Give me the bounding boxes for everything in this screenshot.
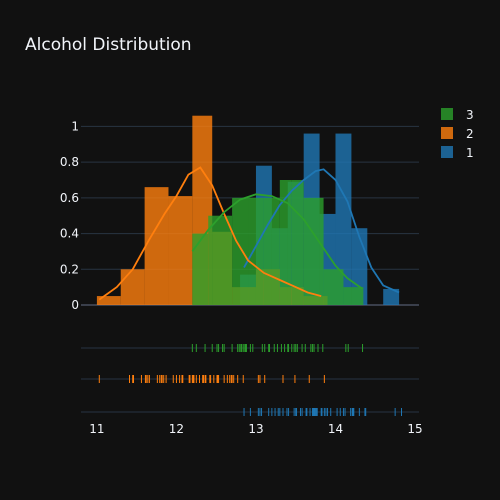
histogram-bar-series-3[interactable] <box>263 197 280 305</box>
histogram-bar-series-2[interactable] <box>168 196 193 305</box>
y-tick-labels: 0 0.2 0.4 0.6 0.8 1 <box>60 119 79 312</box>
kde-curve-series-1[interactable] <box>243 168 400 294</box>
histogram-bar-series-2[interactable] <box>120 269 145 305</box>
histogram-bar-series-3[interactable] <box>192 233 209 305</box>
legend-swatch-2[interactable] <box>441 127 453 139</box>
y-tick-label: 0.8 <box>60 155 79 169</box>
legend-swatch-1[interactable] <box>441 146 453 158</box>
histogram-bar-series-1[interactable] <box>335 133 352 305</box>
legend-label-1[interactable]: 1 <box>466 146 474 160</box>
y-tick-label: 0.2 <box>60 262 79 276</box>
chart-title: Alcohol Distribution <box>25 35 192 55</box>
legend-label-2[interactable]: 2 <box>466 127 474 141</box>
x-tick-label: 11 <box>89 422 104 436</box>
legend-label-3[interactable]: 3 <box>466 108 474 122</box>
histogram-bar-series-2[interactable] <box>144 187 169 305</box>
y-tick-label: 1 <box>71 119 79 133</box>
y-tick-label: 0.6 <box>60 191 79 205</box>
histogram-bar-series-3[interactable] <box>323 269 344 305</box>
histogram-bar-series-3[interactable] <box>303 197 324 305</box>
histogram-bar-series-3[interactable] <box>279 180 292 305</box>
legend-swatch-3[interactable] <box>441 108 453 120</box>
y-tick-label: 0.4 <box>60 227 79 241</box>
x-tick-label: 15 <box>407 422 422 436</box>
histogram-bars[interactable] <box>96 115 400 305</box>
kde-curve-series-3[interactable] <box>191 193 364 290</box>
histogram-bar-series-3[interactable] <box>291 180 304 305</box>
rug-plots[interactable] <box>98 344 403 416</box>
x-tick-label: 12 <box>169 422 184 436</box>
histogram-bar-series-3[interactable] <box>208 215 233 305</box>
y-tick-label: 0 <box>71 298 79 312</box>
kde-curves[interactable] <box>98 166 400 301</box>
kde-curve-series-2[interactable] <box>98 166 322 301</box>
x-tick-label: 13 <box>248 422 263 436</box>
histogram-bar-series-3[interactable] <box>232 197 249 305</box>
x-tick-labels: 11 12 13 14 15 <box>89 422 422 436</box>
histogram-bar-series-3[interactable] <box>343 287 364 305</box>
histogram-bar-series-3[interactable] <box>248 197 264 305</box>
histogram-bar-series-1[interactable] <box>383 288 400 305</box>
x-tick-label: 14 <box>328 422 343 436</box>
legend[interactable]: 3 2 1 <box>441 108 474 160</box>
histogram-bar-series-2[interactable] <box>96 296 121 305</box>
